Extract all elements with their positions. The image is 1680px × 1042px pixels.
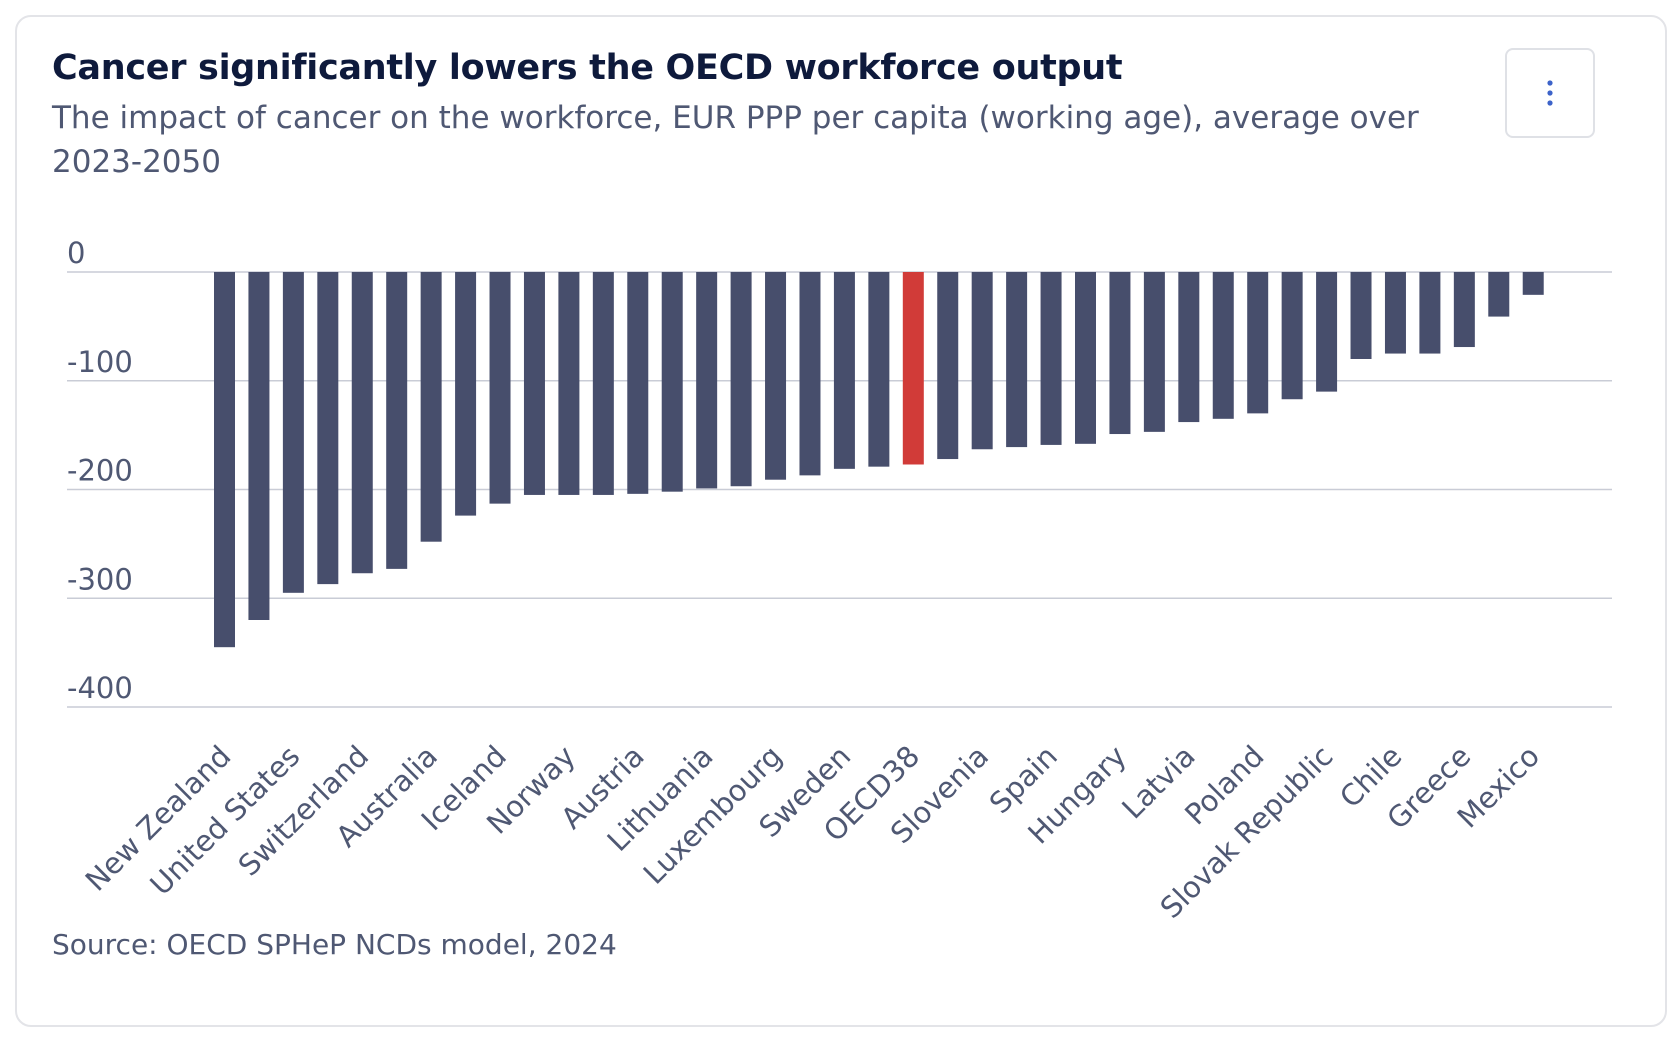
bar[interactable] <box>1212 272 1234 419</box>
chart-title: Cancer significantly lowers the OECD wor… <box>52 48 1123 88</box>
bar[interactable] <box>1040 272 1062 445</box>
source-note: Source: OECD SPHeP NCDs model, 2024 <box>52 928 617 961</box>
bar[interactable] <box>1075 272 1096 444</box>
bar[interactable] <box>971 272 993 450</box>
bar[interactable] <box>1419 272 1441 354</box>
bar[interactable] <box>1281 272 1303 400</box>
bar[interactable] <box>627 272 649 494</box>
chart-subtitle: The impact of cancer on the workforce, E… <box>52 100 1419 180</box>
bar[interactable] <box>420 272 442 542</box>
bar[interactable] <box>1522 272 1544 295</box>
bar[interactable] <box>558 272 580 495</box>
bar[interactable] <box>765 272 787 480</box>
bar[interactable] <box>696 272 718 489</box>
bar[interactable] <box>489 272 511 504</box>
y-tick-label: -100 <box>67 345 133 379</box>
bar[interactable] <box>1384 272 1406 354</box>
bar[interactable] <box>1143 272 1165 432</box>
bar[interactable] <box>868 272 890 467</box>
bar[interactable] <box>799 272 821 476</box>
bar[interactable] <box>1178 272 1200 423</box>
bar[interactable] <box>455 272 477 516</box>
bar[interactable] <box>833 272 855 469</box>
bar[interactable] <box>1006 272 1028 448</box>
y-tick-label: -200 <box>67 454 133 488</box>
y-tick-label: 0 <box>67 236 85 270</box>
bar[interactable] <box>937 272 959 460</box>
bar[interactable] <box>1316 272 1338 392</box>
bar[interactable] <box>1488 272 1510 317</box>
chart-menu-button[interactable] <box>1505 48 1595 138</box>
bar[interactable] <box>730 272 752 487</box>
bar[interactable] <box>1350 272 1372 359</box>
bar[interactable] <box>282 272 304 593</box>
bar[interactable] <box>661 272 683 492</box>
y-tick-label: -400 <box>67 671 133 705</box>
bar[interactable] <box>592 272 614 495</box>
bar[interactable] <box>317 272 339 585</box>
bar[interactable] <box>351 272 373 574</box>
bar[interactable] <box>214 272 235 648</box>
bar[interactable] <box>1109 272 1131 435</box>
bar[interactable] <box>1247 272 1269 414</box>
bar[interactable] <box>248 272 270 620</box>
bar[interactable] <box>523 272 545 495</box>
bar[interactable] <box>1453 272 1475 348</box>
y-tick-label: -300 <box>67 562 133 596</box>
bar[interactable] <box>386 272 408 569</box>
vertical-ellipsis-icon <box>1547 80 1553 106</box>
bar[interactable] <box>902 272 924 465</box>
